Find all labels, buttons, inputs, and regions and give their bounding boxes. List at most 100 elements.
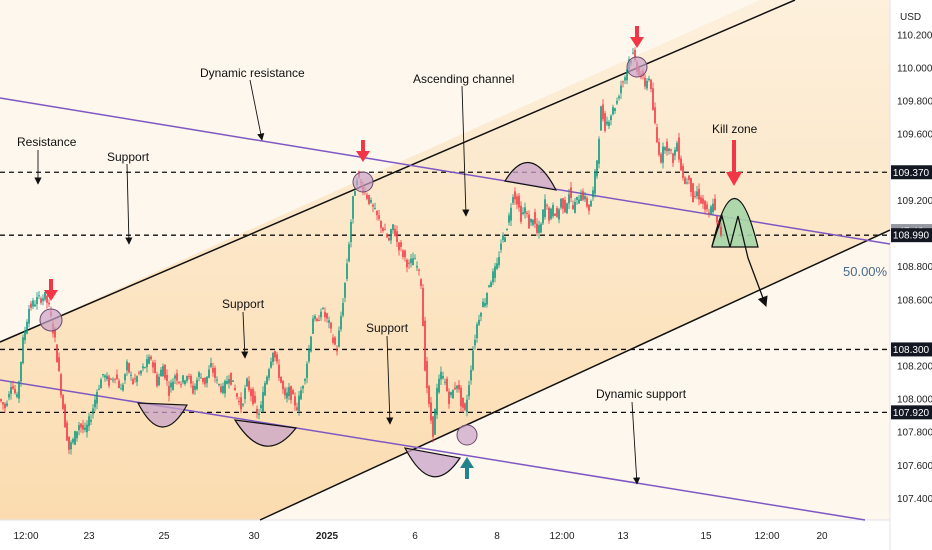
label-resistance: Resistance: [17, 135, 77, 149]
candle-body: [354, 191, 356, 196]
candle-body: [238, 401, 240, 403]
candle-body: [602, 104, 604, 120]
candle-body: [134, 378, 136, 380]
candle-body: [592, 190, 594, 198]
price-tick-6: 108.800: [897, 262, 932, 273]
candle-body: [620, 85, 622, 94]
candle-body: [194, 385, 196, 390]
price-tick-5: 108.600: [897, 295, 932, 306]
candle-body: [66, 422, 68, 441]
support-arc-1: [136, 402, 188, 428]
candlesticks: [0, 47, 722, 455]
candle-body: [30, 303, 32, 308]
candle-body: [6, 403, 8, 406]
price-badge-label-0: 109.370: [893, 168, 930, 179]
candle-body: [272, 352, 274, 362]
candle-body: [558, 209, 560, 220]
candle-body: [310, 336, 312, 352]
candle-body: [72, 439, 74, 443]
candle-body: [166, 374, 168, 381]
channel-lower-line[interactable]: [259, 229, 891, 521]
candle-body: [348, 244, 350, 262]
candle-body: [294, 396, 296, 406]
candle-body: [420, 279, 422, 286]
candle-body: [184, 380, 186, 384]
candle-body: [660, 154, 662, 163]
candle-body: [264, 383, 266, 396]
candle-body: [536, 223, 538, 233]
candle-body: [542, 209, 544, 224]
candle-body: [378, 215, 380, 219]
time-tick-4: 2025: [316, 531, 339, 542]
candle-body: [460, 387, 462, 407]
candle-body: [108, 376, 110, 386]
candle-body: [374, 208, 376, 210]
candle-body: [48, 302, 50, 305]
candle-body: [334, 337, 336, 345]
candle-body: [624, 77, 626, 81]
time-tick-2: 25: [158, 531, 170, 542]
candle-body: [532, 219, 534, 225]
candle-body: [586, 198, 588, 207]
candle-body: [152, 362, 154, 368]
price-tick-4: 108.200: [897, 361, 932, 372]
candle-body: [218, 384, 220, 386]
candle-body: [318, 319, 320, 321]
price-badge-0: [891, 165, 932, 180]
price-tick-2: 107.800: [897, 428, 932, 439]
touch-circle-4: [456, 424, 478, 446]
candle-body: [296, 407, 298, 411]
candle-body: [496, 263, 498, 269]
candle-body: [86, 424, 88, 433]
candle-body: [720, 226, 722, 236]
candle-body: [76, 431, 78, 439]
candle-body: [470, 369, 472, 381]
candle-body: [650, 79, 652, 90]
candle-body: [562, 198, 564, 209]
channel-upper-line[interactable]: [0, 0, 796, 343]
candle-body: [292, 390, 294, 395]
candle-body: [506, 228, 508, 230]
candle-body: [380, 220, 382, 228]
candle-body: [312, 318, 314, 334]
candle-body: [62, 395, 64, 409]
label-ascending-channel: Ascending channel: [413, 72, 514, 86]
candle-body: [478, 319, 480, 325]
candle-body: [8, 394, 10, 398]
candle-body: [416, 265, 418, 268]
signal-arrows: [44, 26, 742, 479]
candle-body: [674, 149, 676, 156]
candle-body: [142, 366, 144, 369]
candle-body: [648, 78, 650, 81]
candle-body: [634, 49, 636, 60]
candle-body: [252, 389, 254, 405]
price-tick-9: 109.800: [897, 97, 932, 108]
candle-body: [226, 380, 228, 384]
candle-body: [288, 387, 290, 396]
candle-body: [578, 199, 580, 204]
candle-body: [28, 308, 30, 324]
candle-body: [502, 235, 504, 240]
candle-body: [566, 203, 568, 214]
candle-body: [534, 212, 536, 224]
kill-zone-red-arrow-icon: [726, 140, 742, 186]
candle-body: [12, 386, 14, 389]
candle-body: [538, 225, 540, 233]
price-badge-label-3: 108.300: [893, 345, 930, 356]
kill-zone-arc: [711, 198, 759, 248]
candle-body: [290, 386, 292, 400]
candle-body: [644, 77, 646, 87]
candle-body: [260, 404, 262, 409]
candle-body: [170, 382, 172, 388]
time-tick-10: 12:00: [754, 531, 779, 542]
label-dynamic-resistance: Dynamic resistance: [200, 66, 305, 80]
candle-body: [376, 210, 378, 216]
candle-body: [646, 80, 648, 89]
candle-body: [98, 388, 100, 390]
price-tick-10: 110.000: [897, 63, 932, 74]
currency-label[interactable]: USD: [900, 12, 921, 23]
candle-body: [448, 391, 450, 404]
price-tick-7: 109.200: [897, 196, 932, 207]
